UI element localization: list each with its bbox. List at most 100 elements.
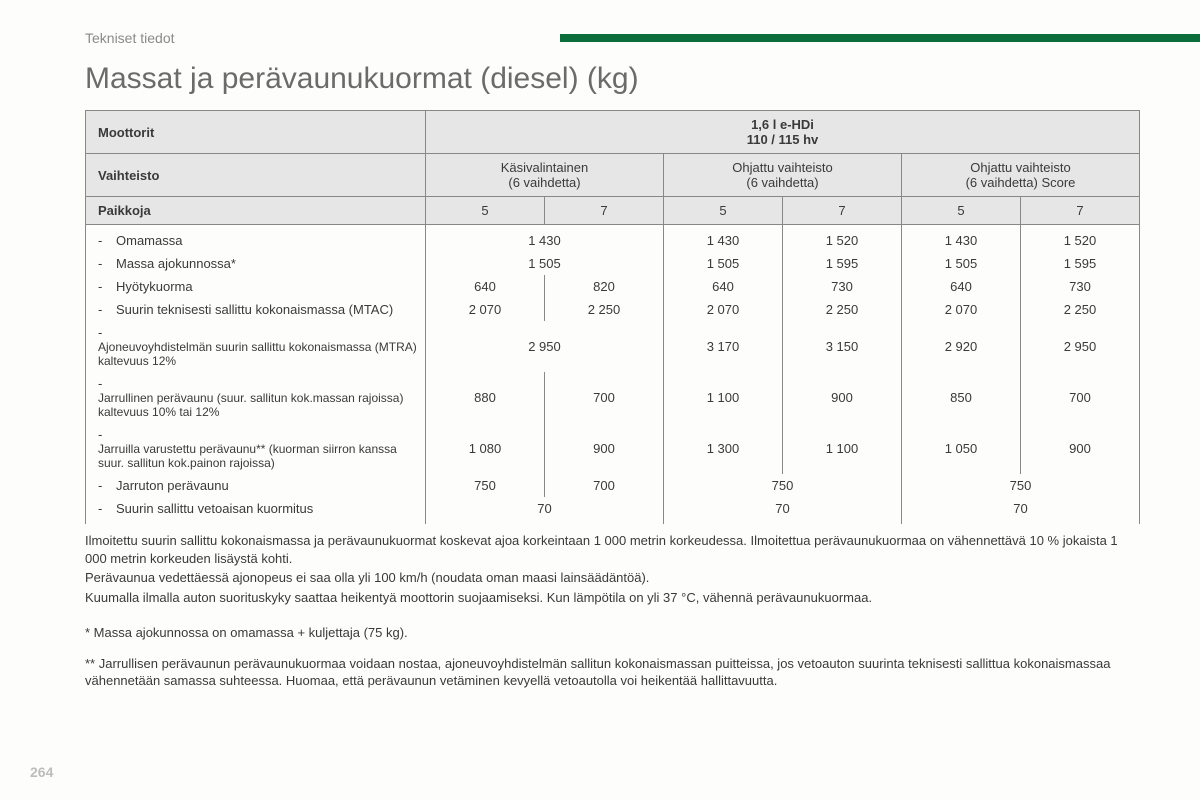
header-vaihteisto: Vaihteisto bbox=[86, 154, 426, 197]
dash-icon: - bbox=[98, 325, 116, 340]
cell-value: 900 bbox=[1021, 423, 1140, 474]
cell-value: 1 430 bbox=[664, 225, 783, 253]
cell-value: 2 070 bbox=[664, 298, 783, 321]
table-body: -Omamassa1 4301 4301 5201 4301 520-Massa… bbox=[86, 225, 1140, 525]
footnotes-block: * Massa ajokunnossa on omamassa + kuljet… bbox=[85, 624, 1140, 690]
cell-value: 3 150 bbox=[783, 321, 902, 372]
cell-value: 70 bbox=[664, 497, 902, 524]
header-accent-bar bbox=[560, 34, 1200, 42]
trans1-line1: Käsivalintainen bbox=[501, 160, 588, 175]
row-label: -Jarrullinen perävaunu (suur. sallitun k… bbox=[86, 372, 426, 423]
seat-col: 7 bbox=[783, 197, 902, 225]
cell-value: 70 bbox=[426, 497, 664, 524]
row-label-text: Jarrullinen perävaunu (suur. sallitun ko… bbox=[98, 391, 419, 419]
table-row: -Suurin sallittu vetoaisan kuormitus7070… bbox=[86, 497, 1140, 524]
row-label: -Suurin sallittu vetoaisan kuormitus bbox=[86, 497, 426, 524]
row-label-text: Omamassa bbox=[116, 233, 182, 248]
trans2-line1: Ohjattu vaihteisto bbox=[732, 160, 832, 175]
cell-value: 2 250 bbox=[545, 298, 664, 321]
row-label-text: Suurin sallittu vetoaisan kuormitus bbox=[116, 501, 313, 516]
cell-value: 2 950 bbox=[1021, 321, 1140, 372]
row-label: -Ajoneuvoyhdistelmän suurin sallittu kok… bbox=[86, 321, 426, 372]
row-label-text: Hyötykuorma bbox=[116, 279, 193, 294]
row-label: -Suurin teknisesti sallittu kokonaismass… bbox=[86, 298, 426, 321]
cell-value: 1 505 bbox=[664, 252, 783, 275]
table-row: -Suurin teknisesti sallittu kokonaismass… bbox=[86, 298, 1140, 321]
spec-table: Moottorit 1,6 l e-HDi 110 / 115 hv Vaiht… bbox=[85, 110, 1140, 524]
cell-value: 750 bbox=[664, 474, 902, 497]
table-row: -Jarruilla varustettu perävaunu** (kuorm… bbox=[86, 423, 1140, 474]
cell-value: 700 bbox=[1021, 372, 1140, 423]
cell-value: 850 bbox=[902, 372, 1021, 423]
dash-icon: - bbox=[98, 478, 116, 493]
cell-value: 1 595 bbox=[783, 252, 902, 275]
dash-icon: - bbox=[98, 302, 116, 317]
trans2-line2: (6 vaihdetta) bbox=[746, 175, 818, 190]
page-number: 264 bbox=[30, 764, 53, 780]
notes-block: Ilmoitettu suurin sallittu kokonaismassa… bbox=[85, 532, 1140, 606]
seat-col: 7 bbox=[545, 197, 664, 225]
table-row: -Ajoneuvoyhdistelmän suurin sallittu kok… bbox=[86, 321, 1140, 372]
cell-value: 820 bbox=[545, 275, 664, 298]
page-title: Massat ja perävaunukuormat (diesel) (kg) bbox=[85, 62, 1140, 96]
cell-value: 730 bbox=[1021, 275, 1140, 298]
cell-value: 640 bbox=[664, 275, 783, 298]
cell-value: 730 bbox=[783, 275, 902, 298]
row-label: -Hyötykuorma bbox=[86, 275, 426, 298]
seat-col: 5 bbox=[902, 197, 1021, 225]
cell-value: 1 300 bbox=[664, 423, 783, 474]
dash-icon: - bbox=[98, 376, 116, 391]
cell-value: 70 bbox=[902, 497, 1140, 524]
cell-value: 700 bbox=[545, 474, 664, 497]
trans3-line1: Ohjattu vaihteisto bbox=[970, 160, 1070, 175]
seat-col: 5 bbox=[426, 197, 545, 225]
cell-value: 640 bbox=[902, 275, 1021, 298]
row-label-text: Jarruton perävaunu bbox=[116, 478, 229, 493]
table-row: -Massa ajokunnossa*1 5051 5051 5951 5051… bbox=[86, 252, 1140, 275]
row-label: -Jarruton perävaunu bbox=[86, 474, 426, 497]
dash-icon: - bbox=[98, 501, 116, 516]
cell-value: 2 950 bbox=[426, 321, 664, 372]
cell-value: 1 595 bbox=[1021, 252, 1140, 275]
cell-value: 640 bbox=[426, 275, 545, 298]
trans3-line2: (6 vaihdetta) Score bbox=[966, 175, 1076, 190]
cell-value: 2 070 bbox=[426, 298, 545, 321]
cell-value: 2 250 bbox=[1021, 298, 1140, 321]
row-label-text: Suurin teknisesti sallittu kokonaismassa… bbox=[116, 302, 393, 317]
seat-col: 7 bbox=[1021, 197, 1140, 225]
header-engine: 1,6 l e-HDi 110 / 115 hv bbox=[426, 111, 1140, 154]
table-row: -Omamassa1 4301 4301 5201 4301 520 bbox=[86, 225, 1140, 253]
cell-value: 1 100 bbox=[664, 372, 783, 423]
cell-value: 1 505 bbox=[426, 252, 664, 275]
dash-icon: - bbox=[98, 233, 116, 248]
row-label: -Omamassa bbox=[86, 225, 426, 253]
page: Tekniset tiedot Massat ja perävaunukuorm… bbox=[0, 0, 1200, 800]
dash-icon: - bbox=[98, 279, 116, 294]
cell-value: 1 505 bbox=[902, 252, 1021, 275]
dash-icon: - bbox=[98, 427, 116, 442]
header-trans1: Käsivalintainen (6 vaihdetta) bbox=[426, 154, 664, 197]
cell-value: 700 bbox=[545, 372, 664, 423]
cell-value: 2 250 bbox=[783, 298, 902, 321]
cell-value: 880 bbox=[426, 372, 545, 423]
table-row: -Jarrullinen perävaunu (suur. sallitun k… bbox=[86, 372, 1140, 423]
cell-value: 1 430 bbox=[902, 225, 1021, 253]
engine-line1: 1,6 l e-HDi bbox=[751, 117, 814, 132]
table-row: -Hyötykuorma640820640730640730 bbox=[86, 275, 1140, 298]
cell-value: 1 430 bbox=[426, 225, 664, 253]
row-label-text: Massa ajokunnossa* bbox=[116, 256, 236, 271]
header-trans2: Ohjattu vaihteisto (6 vaihdetta) bbox=[664, 154, 902, 197]
row-label: -Jarruilla varustettu perävaunu** (kuorm… bbox=[86, 423, 426, 474]
table-header: Moottorit 1,6 l e-HDi 110 / 115 hv Vaiht… bbox=[86, 111, 1140, 225]
cell-value: 1 520 bbox=[783, 225, 902, 253]
cell-value: 900 bbox=[545, 423, 664, 474]
row-label: -Massa ajokunnossa* bbox=[86, 252, 426, 275]
row-label-text: Ajoneuvoyhdistelmän suurin sallittu koko… bbox=[98, 340, 419, 368]
cell-value: 2 070 bbox=[902, 298, 1021, 321]
cell-value: 750 bbox=[902, 474, 1140, 497]
note-line: Kuumalla ilmalla auton suorituskyky saat… bbox=[85, 589, 1140, 607]
cell-value: 1 100 bbox=[783, 423, 902, 474]
header-paikkoja: Paikkoja bbox=[86, 197, 426, 225]
cell-value: 1 080 bbox=[426, 423, 545, 474]
table-row: -Jarruton perävaunu750700750750 bbox=[86, 474, 1140, 497]
